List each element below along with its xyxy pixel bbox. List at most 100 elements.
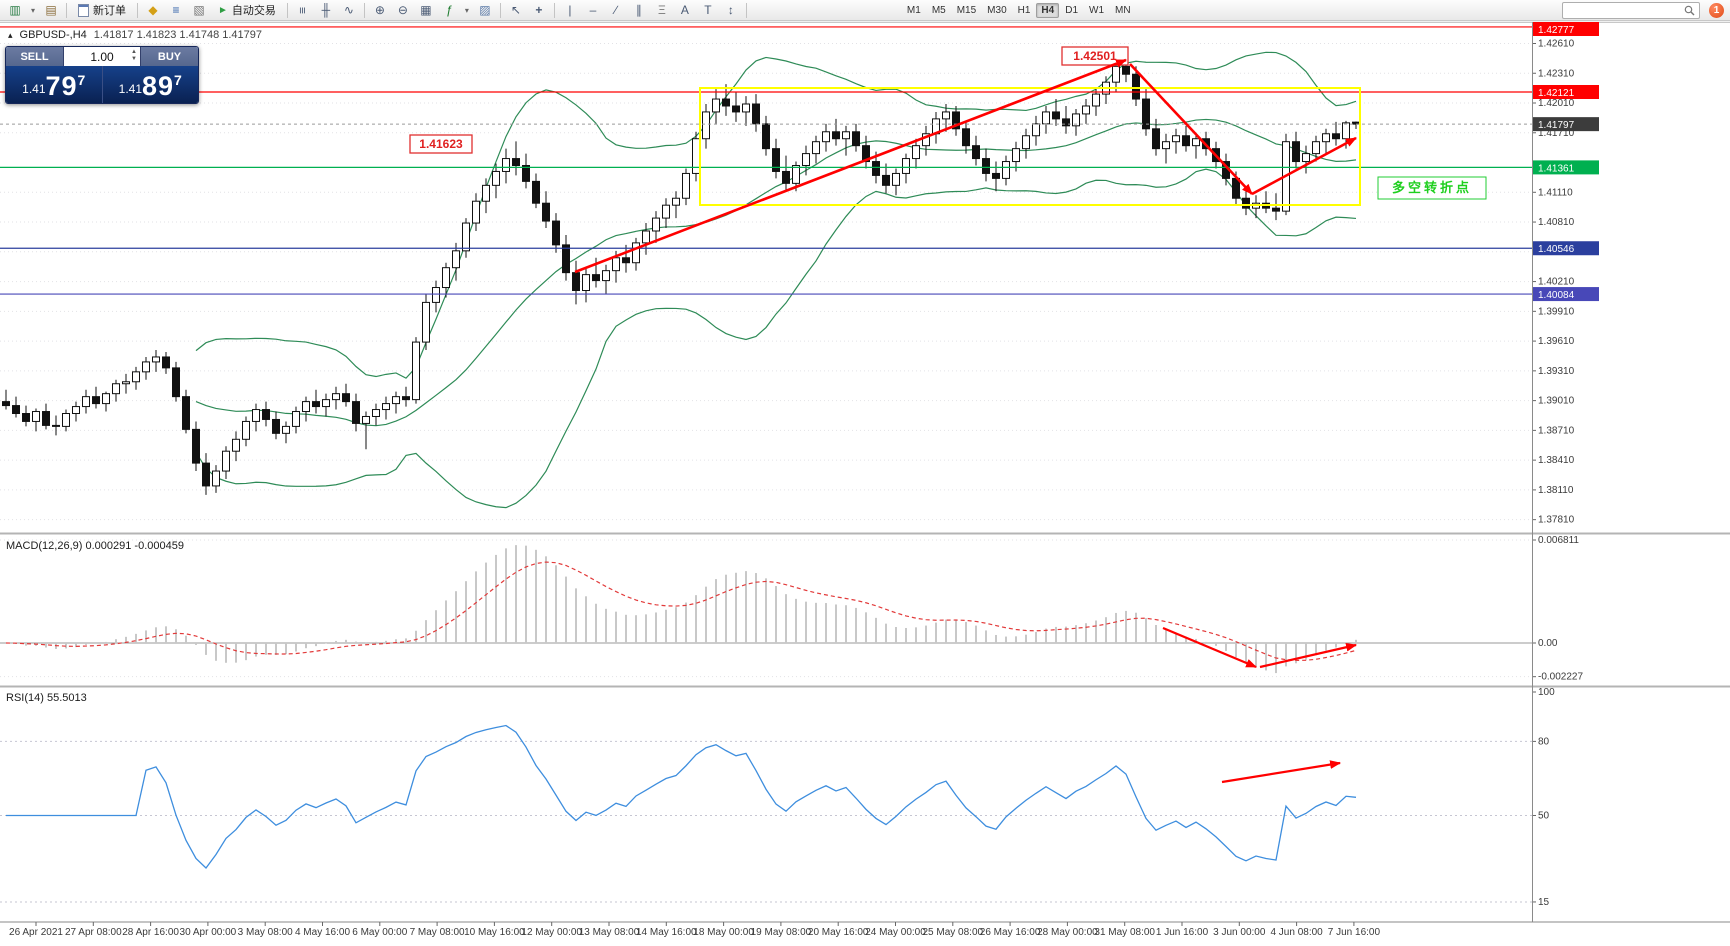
timeframe-mn[interactable]: MN: [1110, 3, 1136, 18]
zoom-out-icon[interactable]: ⊖: [397, 3, 408, 17]
timeframe-m1[interactable]: M1: [902, 3, 926, 18]
svg-text:1.41710: 1.41710: [1538, 128, 1575, 139]
timeframe-h1[interactable]: H1: [1013, 3, 1036, 18]
text-label-icon[interactable]: T: [704, 3, 712, 17]
timeframe-d1[interactable]: D1: [1060, 3, 1083, 18]
indicators-dropdown-icon[interactable]: ▾: [464, 5, 469, 15]
timeframe-m30[interactable]: M30: [982, 3, 1011, 18]
svg-text:1.41797: 1.41797: [1538, 120, 1575, 131]
sell-button[interactable]: SELL: [6, 47, 63, 66]
toolbar-separator: [745, 2, 747, 18]
line-chart-icon[interactable]: ∿: [343, 3, 354, 17]
buy-price-prefix: 1.41: [118, 82, 142, 96]
new-chart-dropdown-icon[interactable]: ▾: [30, 5, 35, 15]
spin-down-icon[interactable]: ▼: [131, 56, 137, 62]
toolbar-separator: [499, 2, 501, 18]
buy-price[interactable]: 1.41 89 7: [103, 66, 199, 103]
svg-text:80: 80: [1538, 736, 1550, 747]
search-box[interactable]: [1562, 1, 1700, 19]
timeframe-w1[interactable]: W1: [1084, 3, 1109, 18]
trendline-icon[interactable]: ∕: [614, 3, 617, 17]
text-icon[interactable]: A: [680, 3, 689, 17]
market-watch-icon[interactable]: ≡: [172, 3, 180, 17]
search-input[interactable]: [1567, 3, 1681, 17]
search-icon[interactable]: [1684, 5, 1695, 16]
chart-canvas[interactable]: 1.42610 1.42310 1.42010 1.41710 1.41110 1.408…: [0, 22, 1730, 946]
svg-text:1.38110: 1.38110: [1538, 485, 1574, 496]
toolbar-separator: [553, 2, 555, 18]
templates-icon[interactable]: ▨: [479, 3, 491, 17]
cursor-icon[interactable]: ↖: [510, 3, 521, 17]
tile-windows-icon[interactable]: ▦: [420, 3, 432, 17]
vertical-line-icon[interactable]: |: [568, 3, 572, 17]
timeframe-h4[interactable]: H4: [1036, 2, 1060, 18]
quote-panel-toggle-icon[interactable]: ▴: [8, 29, 13, 40]
svg-text:0.00: 0.00: [1538, 638, 1558, 649]
profiles-icon[interactable]: ▤: [45, 3, 57, 17]
svg-text:15: 15: [1538, 897, 1550, 908]
lot-spinner[interactable]: ▲ ▼: [131, 49, 137, 63]
horizontal-line-icon[interactable]: –: [589, 3, 597, 17]
trend-arrow-3[interactable]: [1251, 136, 1357, 196]
trend-arrow-5[interactable]: [1259, 642, 1358, 669]
price-flag-1.41623[interactable]: 1.41623: [409, 134, 473, 154]
svg-text:0.006811: 0.006811: [1538, 535, 1579, 546]
svg-text:1.40084: 1.40084: [1538, 290, 1575, 301]
toolbar-separator: [286, 2, 288, 18]
lot-size-field[interactable]: 1.00 ▲ ▼: [63, 47, 141, 66]
svg-text:4 May 16:00: 4 May 16:00: [295, 927, 350, 938]
chart-plot-area[interactable]: [0, 26, 1532, 922]
notifications-badge[interactable]: 1: [1709, 2, 1724, 18]
svg-text:1.37810: 1.37810: [1538, 515, 1575, 526]
svg-text:1.42501: 1.42501: [1073, 49, 1117, 63]
equidistant-channel-icon[interactable]: ∥: [635, 3, 642, 17]
trend-arrow-6[interactable]: [1221, 760, 1342, 784]
timeframe-m15[interactable]: M15: [952, 3, 981, 18]
new-order-button[interactable]: 新订单: [71, 2, 133, 19]
svg-text:1.41623: 1.41623: [419, 137, 463, 151]
arrows-tool-icon[interactable]: ↕: [727, 3, 734, 17]
sell-price-prefix: 1.41: [22, 82, 46, 96]
sell-price[interactable]: 1.41 79 7: [6, 66, 102, 103]
time-axis[interactable]: [0, 922, 1730, 946]
svg-text:24 May 00:00: 24 May 00:00: [865, 927, 926, 938]
candlestick-chart-icon[interactable]: ╫: [321, 3, 331, 17]
autotrading-button[interactable]: ► 自动交易: [211, 2, 283, 19]
annotation-rectangle[interactable]: [699, 87, 1361, 206]
lot-size-value: 1.00: [90, 49, 114, 64]
timeframe-m5[interactable]: M5: [927, 3, 951, 18]
new-chart-icon[interactable]: ▥: [9, 3, 21, 17]
svg-text:10 May 16:00: 10 May 16:00: [464, 927, 525, 938]
price-axis[interactable]: [1532, 22, 1730, 922]
spin-up-icon[interactable]: ▲: [131, 49, 137, 55]
candles-layer: [2, 54, 1360, 495]
zoom-in-icon[interactable]: ⊕: [374, 3, 385, 17]
svg-text:6 May 00:00: 6 May 00:00: [352, 927, 407, 938]
svg-text:1 Jun 16:00: 1 Jun 16:00: [1156, 927, 1209, 938]
autotrading-label: 自动交易: [231, 5, 276, 17]
toolbar-separator: [66, 2, 67, 18]
metaeditor-icon[interactable]: ◆: [148, 3, 158, 17]
crosshair-icon[interactable]: +: [535, 3, 543, 17]
note-label[interactable]: 多空转折点: [1377, 176, 1487, 200]
trend-arrow-1[interactable]: [574, 58, 1128, 274]
navigator-icon[interactable]: ▧: [193, 3, 205, 17]
price-flag-1.42501[interactable]: 1.42501: [1061, 46, 1129, 66]
svg-text:1.41361: 1.41361: [1538, 163, 1575, 174]
trend-arrow-2[interactable]: [1129, 63, 1253, 195]
svg-text:26 Apr 2021: 26 Apr 2021: [9, 927, 63, 938]
svg-text:100: 100: [1538, 687, 1555, 698]
timeframe-toolbar: M1 M5 M15 M30 H1 H4 D1 W1 MN: [902, 2, 1136, 18]
trend-arrow-4[interactable]: [1162, 626, 1258, 669]
buy-button[interactable]: BUY: [141, 47, 198, 66]
indicators-icon[interactable]: ƒ: [445, 3, 453, 17]
fibonacci-icon[interactable]: Ξ: [658, 3, 666, 17]
svg-text:1.39010: 1.39010: [1538, 396, 1575, 407]
macd-histogram: [15, 545, 1357, 674]
rsi-label: RSI(14) 55.5013: [6, 692, 87, 704]
svg-text:19 May 08:00: 19 May 08:00: [751, 927, 812, 938]
bar-chart-icon[interactable]: ≡: [295, 6, 310, 14]
svg-text:1.39310: 1.39310: [1538, 366, 1575, 377]
svg-text:1.42777: 1.42777: [1538, 25, 1575, 36]
macd-label: MACD(12,26,9) 0.000291 -0.000459: [6, 540, 184, 552]
